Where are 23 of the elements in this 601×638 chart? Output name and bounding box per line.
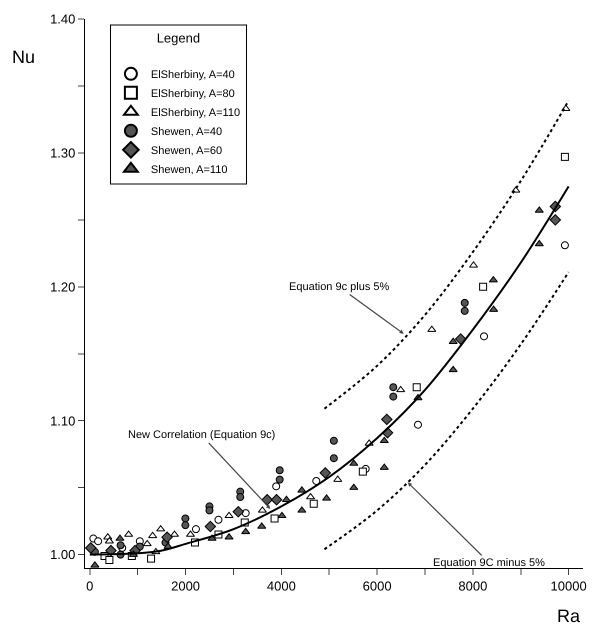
y-tick-label: 1.30	[50, 145, 76, 160]
y-tick-label: 1.20	[50, 279, 76, 294]
legend-label: ElSherbiny, A=80	[150, 88, 235, 100]
x-tick-label: 8000	[458, 578, 488, 594]
legend-label: Shewen, A=40	[150, 126, 222, 138]
annotation: Equation 9c plus 5%	[289, 281, 390, 293]
legend-label: Shewen, A=110	[150, 164, 228, 176]
x-axis-title: Ra	[557, 606, 581, 626]
x-tick-label: 0	[86, 578, 94, 594]
legend-title: Legend	[156, 30, 200, 46]
legend-label: ElSherbiny, A=110	[150, 107, 240, 120]
x-tick-label: 6000	[362, 578, 392, 594]
x-tick-label: 4000	[266, 578, 296, 594]
y-axis-title: Nu	[12, 47, 36, 67]
annotation: Equation 9C minus 5%	[433, 557, 546, 569]
legend-label: ElSherbiny, A=40	[150, 69, 235, 82]
annotation: New Correlation (Equation 9c)	[128, 429, 276, 441]
y-tick-label: 1.40	[50, 12, 76, 27]
x-tick-label: 10000	[550, 578, 587, 594]
legend-label: Shewen, A=60	[150, 145, 222, 158]
x-tick-label: 2000	[171, 578, 200, 594]
y-tick-label: 1.00	[50, 547, 76, 562]
y-tick-label: 1.10	[50, 413, 76, 428]
